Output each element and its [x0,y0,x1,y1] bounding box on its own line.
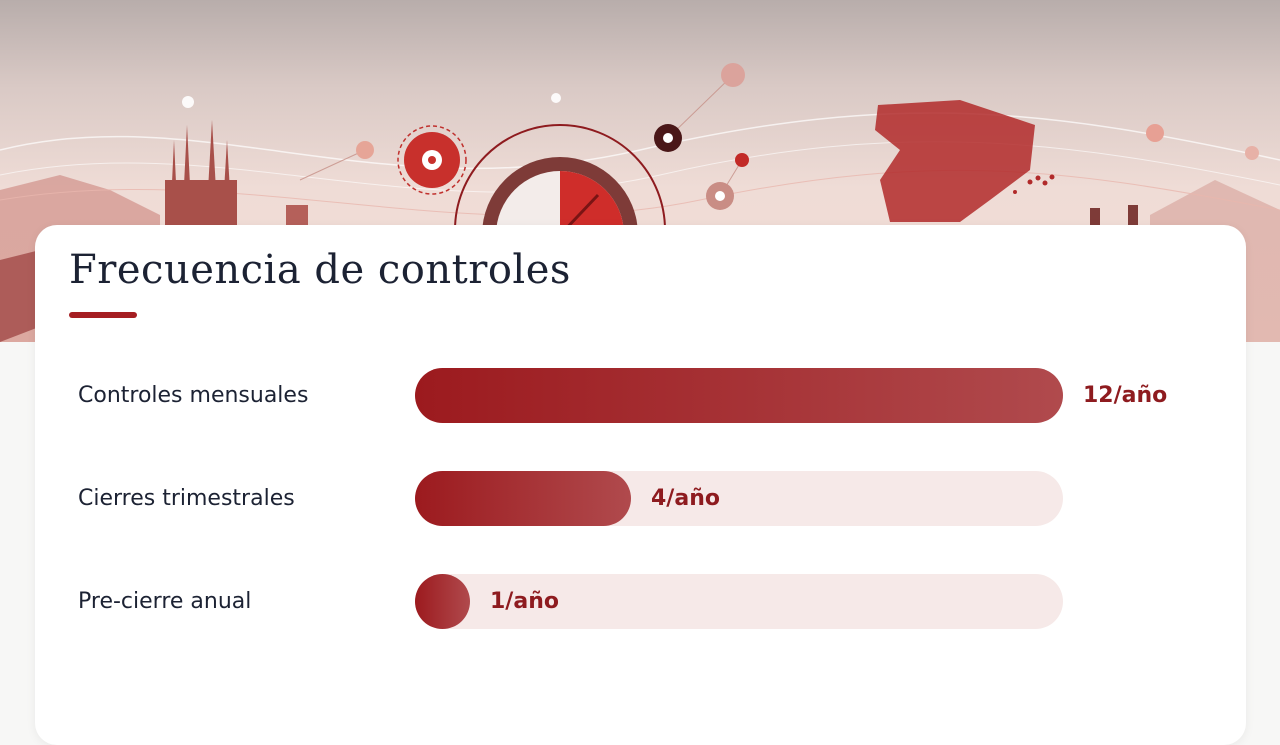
bar-cierres-trimestrales [415,471,631,526]
page-title: Frecuencia de controles [69,247,571,293]
row-label-pre-cierre-anual: Pre-cierre anual [78,589,252,614]
bar-controles-mensuales [415,368,1063,423]
bar-track-pre-cierre-anual [415,574,1063,629]
bar-track-controles-mensuales [415,368,1063,423]
row-label-controles-mensuales: Controles mensuales [78,383,309,408]
value-label-cierres-trimestrales: 4/año [651,486,720,511]
row-label-cierres-trimestrales: Cierres trimestrales [78,486,295,511]
value-label-pre-cierre-anual: 1/año [490,589,559,614]
chart-card: Frecuencia de controles Controles mensua… [35,225,1246,745]
title-underline [69,312,137,318]
bar-pre-cierre-anual [415,574,470,629]
bar-track-cierres-trimestrales [415,471,1063,526]
value-label-controles-mensuales: 12/año [1083,383,1168,408]
